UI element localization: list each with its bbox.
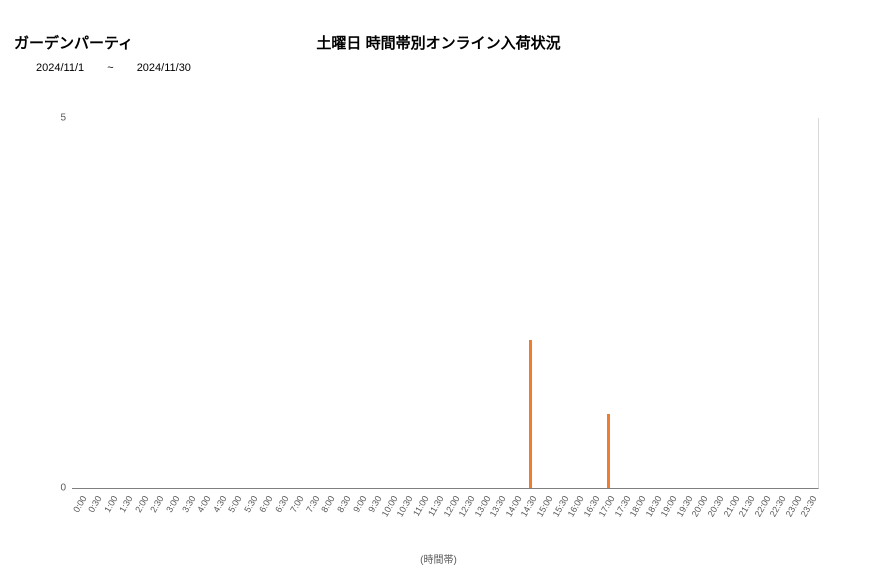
x-tick-label: 4:30 [211,494,228,514]
date-from: 2024/11/1 [36,62,84,74]
y-tick-label: 5 [48,113,66,124]
chart-title: 土曜日 時間帯別オンライン入荷状況 [0,32,877,53]
x-tick-label: 5:30 [242,494,259,514]
page-root: ガーデンパーティ 土曜日 時間帯別オンライン入荷状況 2024/11/1 ~ 2… [0,0,877,578]
x-axis-title: (時間帯) [0,551,877,566]
x-tick-label: 4:00 [195,494,212,514]
x-tick-label: 8:00 [320,494,337,514]
bar [529,340,532,488]
y-tick-label: 0 [48,483,66,494]
x-tick-label: 3:00 [164,494,181,514]
x-tick-label: 9:00 [351,494,368,514]
x-tick-label: 2:00 [133,494,150,514]
chart: 05 0:000:301:001:302:002:303:003:304:004… [48,118,818,488]
x-axis-ticks: 0:000:301:001:302:002:303:003:304:004:30… [72,490,818,530]
date-to: 2024/11/30 [137,62,191,74]
x-tick-label: 7:00 [289,494,306,514]
x-tick-label: 1:00 [102,494,119,514]
x-tick-label: 3:30 [180,494,197,514]
x-tick-label: 8:30 [335,494,352,514]
x-tick-label: 0:00 [71,494,88,514]
x-tick-label: 6:30 [273,494,290,514]
date-range: 2024/11/1 ~ 2024/11/30 [36,62,211,74]
x-tick-label: 5:00 [226,494,243,514]
date-separator: ~ [107,62,113,74]
x-tick-label: 6:00 [258,494,275,514]
x-tick-label: 1:30 [118,494,135,514]
x-tick-label: 2:30 [149,494,166,514]
x-tick-label: 7:30 [304,494,321,514]
bar [607,414,610,488]
x-tick-label: 0:30 [87,494,104,514]
plot-area [72,118,819,489]
